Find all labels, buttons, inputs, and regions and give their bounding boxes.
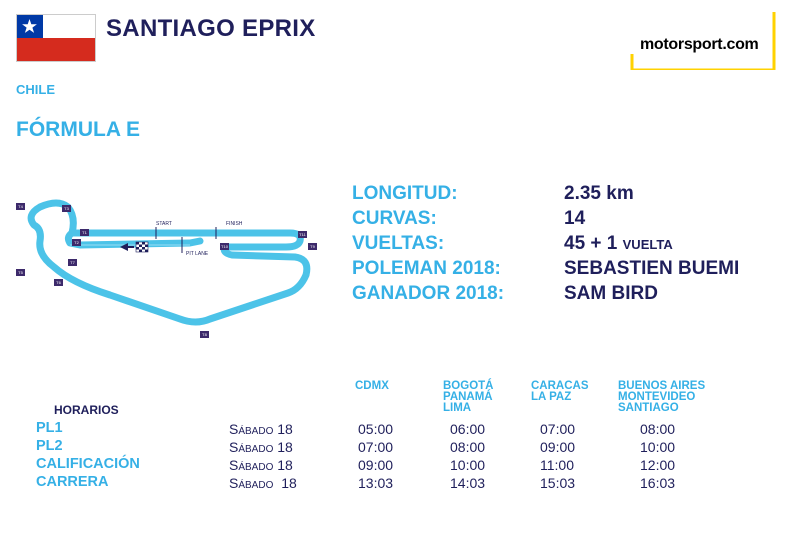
- stat-label: POLEMAN 2018:: [352, 258, 501, 279]
- session-time-buenos-aires: 10:00: [640, 439, 676, 455]
- country-label: CHILE: [16, 82, 55, 97]
- session-time-cdmx: 13:03: [358, 475, 394, 491]
- timezone-header-caracas: CARACAS LA PAZ: [531, 380, 589, 403]
- stat-label: LONGITUD:: [352, 183, 458, 204]
- session-time-caracas: 11:00: [540, 457, 574, 473]
- turn-t11: T11: [299, 232, 306, 237]
- session-day: Sábado 18: [229, 439, 293, 455]
- turn-t7: T7: [70, 260, 75, 265]
- turn-t2: T2: [74, 240, 79, 245]
- pit-lane-label: PIT LANE: [186, 251, 209, 257]
- session-time-bogota: 14:03: [450, 475, 486, 491]
- timezone-header-buenos-aires: BUENOS AIRES MONTEVIDEO SANTIAGO: [618, 380, 706, 414]
- session-day: Sábado 18: [229, 421, 293, 437]
- session-day: Sábado 18: [229, 475, 297, 491]
- turn-t4: T4: [18, 204, 23, 209]
- session-day: Sábado 18: [229, 457, 293, 473]
- stat-value: SAM BIRD: [564, 283, 658, 304]
- turn-t10: T10: [221, 244, 229, 249]
- session-name: PL1: [36, 420, 63, 436]
- stat-value: 2.35 km: [564, 183, 634, 204]
- session-time-caracas: 15:03: [540, 475, 576, 491]
- session-time-cdmx: 05:00: [358, 421, 394, 437]
- logo-text-main: motorsport: [640, 36, 723, 53]
- session-time-buenos-aires: 16:03: [640, 475, 676, 491]
- logo-text-dot: .com: [722, 36, 759, 53]
- checkered-flag-icon: [135, 241, 149, 253]
- finish-label: FINISH: [226, 221, 243, 227]
- start-label: START: [156, 221, 172, 227]
- timezone-header-bogota: BOGOTÁ PANAMÁ LIMA: [443, 380, 494, 414]
- timezone-header-cdmx: CDMX: [355, 380, 389, 392]
- turn-t5: T5: [18, 270, 23, 275]
- direction-arrow-icon: [120, 243, 134, 251]
- event-title: SANTIAGO EPRIX: [106, 15, 316, 42]
- session-time-caracas: 09:00: [540, 439, 576, 455]
- stat-label: GANADOR 2018:: [352, 283, 505, 304]
- stat-label: CURVAS:: [352, 208, 437, 229]
- session-name: PL2: [36, 438, 63, 454]
- stat-value: 45 + 1 VUELTA: [564, 233, 673, 254]
- stat-value: 14: [564, 208, 586, 229]
- session-name: CALIFICACIÓN: [36, 456, 140, 472]
- track-map: START FINISH PIT LANE T1 T2 T3 T4 T5 T6 …: [16, 199, 317, 338]
- motorsport-logo: motorsport.com: [640, 36, 759, 54]
- session-time-buenos-aires: 12:00: [640, 457, 676, 473]
- series-label: FÓRMULA E: [16, 118, 141, 141]
- session-time-bogota: 10:00: [450, 457, 486, 473]
- schedule-heading: HORARIOS: [54, 403, 119, 417]
- session-time-caracas: 07:00: [540, 421, 576, 437]
- chile-flag-icon: [16, 14, 96, 62]
- turn-t9: T9: [310, 244, 315, 249]
- motorsport-logo-frame: [630, 12, 776, 70]
- stat-value: SEBASTIEN BUEMI: [564, 258, 740, 279]
- stat-suffix: VUELTA: [622, 237, 673, 252]
- session-time-bogota: 06:00: [450, 421, 486, 437]
- session-time-cdmx: 07:00: [358, 439, 394, 455]
- session-time-bogota: 08:00: [450, 439, 486, 455]
- turn-markers: T1 T2 T3 T4 T5 T6 T7 T8 T9 T10 T11: [16, 203, 317, 338]
- session-time-cdmx: 09:00: [358, 457, 394, 473]
- turn-t8: T8: [202, 332, 207, 337]
- turn-t1: T1: [82, 230, 87, 235]
- turn-t6: T6: [56, 280, 61, 285]
- session-name: CARRERA: [36, 474, 109, 490]
- session-time-buenos-aires: 08:00: [640, 421, 676, 437]
- stat-label: VUELTAS:: [352, 233, 445, 254]
- turn-t3: T3: [64, 206, 69, 211]
